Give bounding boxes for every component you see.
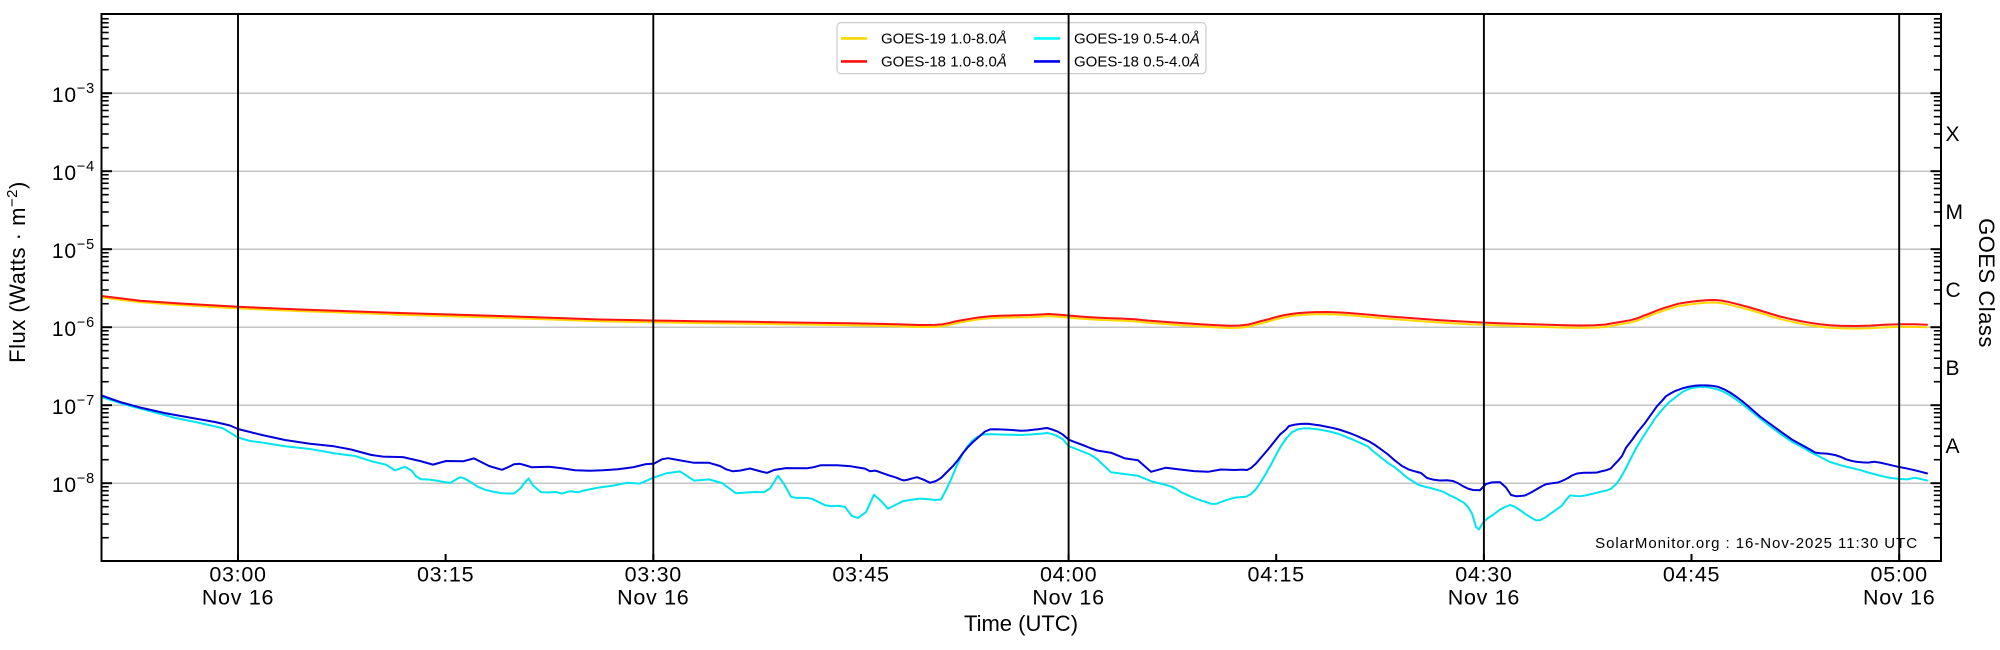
svg-text:03:00: 03:00	[209, 563, 266, 587]
svg-text:GOES-18 0.5-4.0Å: GOES-18 0.5-4.0Å	[1074, 53, 1200, 70]
svg-text:03:30: 03:30	[625, 563, 682, 587]
svg-text:04:30: 04:30	[1455, 563, 1512, 587]
svg-text:C: C	[1946, 279, 1961, 302]
svg-text:SolarMonitor.org : 16-Nov-2025: SolarMonitor.org : 16-Nov-2025 11:30 UTC	[1595, 535, 1918, 552]
svg-text:03:15: 03:15	[417, 563, 474, 587]
svg-text:M: M	[1946, 201, 1964, 224]
svg-text:GOES Class: GOES Class	[1974, 218, 1999, 348]
svg-text:GOES-19 0.5-4.0Å: GOES-19 0.5-4.0Å	[1074, 30, 1200, 47]
svg-text:Nov 16: Nov 16	[1863, 586, 1935, 610]
svg-text:03:45: 03:45	[832, 563, 889, 587]
svg-text:Nov 16: Nov 16	[617, 586, 689, 610]
svg-text:05:00: 05:00	[1871, 563, 1928, 587]
svg-text:10−5: 10−5	[52, 237, 95, 263]
svg-text:Time (UTC): Time (UTC)	[964, 611, 1078, 636]
svg-text:04:15: 04:15	[1248, 563, 1305, 587]
svg-text:04:45: 04:45	[1663, 563, 1720, 587]
svg-text:Nov 16: Nov 16	[1032, 586, 1104, 610]
svg-text:Flux (Watts · m−2): Flux (Watts · m−2)	[4, 181, 30, 363]
svg-text:X: X	[1946, 123, 1960, 146]
svg-text:04:00: 04:00	[1040, 563, 1097, 587]
svg-text:GOES-19 1.0-8.0Å: GOES-19 1.0-8.0Å	[881, 30, 1007, 47]
svg-text:A: A	[1946, 435, 1960, 458]
svg-text:Nov 16: Nov 16	[202, 586, 274, 610]
svg-text:B: B	[1946, 357, 1960, 380]
svg-text:GOES-18 1.0-8.0Å: GOES-18 1.0-8.0Å	[881, 53, 1007, 70]
svg-text:Nov 16: Nov 16	[1448, 586, 1520, 610]
